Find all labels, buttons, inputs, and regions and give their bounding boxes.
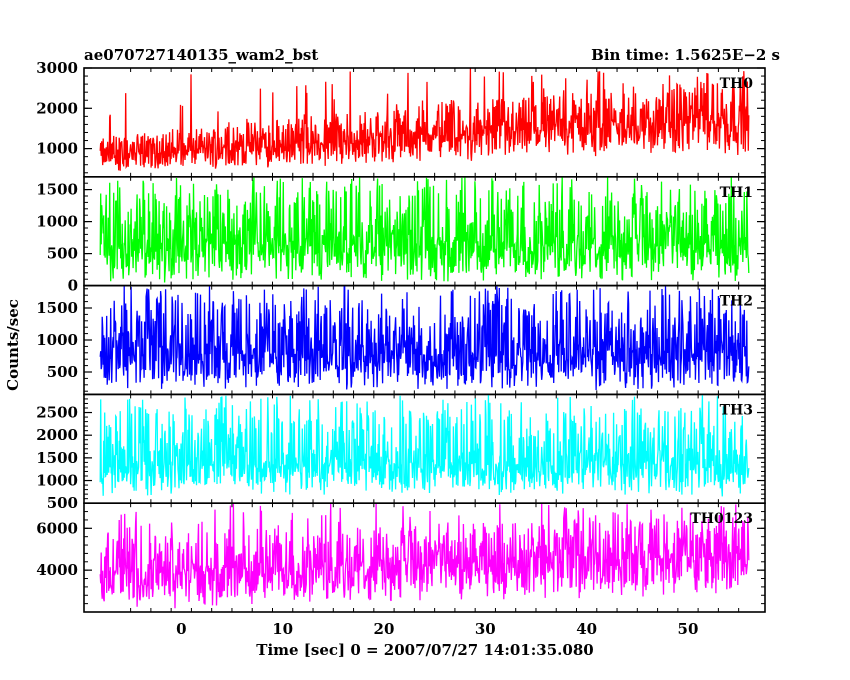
y-tick-label: 500 <box>47 363 78 381</box>
panel-th0: 1000 2000 3000 TH0 <box>36 59 766 178</box>
series-line-th1 <box>99 177 750 283</box>
panel-frame <box>83 502 766 613</box>
y-tick-label: 4000 <box>36 561 78 579</box>
series-line-th3 <box>99 394 750 497</box>
series-line-th0 <box>99 68 750 171</box>
x-tick-label: 40 <box>576 620 597 638</box>
panel-label-th1: TH1 <box>720 185 753 201</box>
y-tick-label: 2500 <box>36 404 78 422</box>
y-tick-label: 1500 <box>36 181 78 199</box>
x-axis-title: Time [sec] 0 = 2007/07/27 14:01:35.080 <box>256 641 593 659</box>
x-tick-label: 20 <box>374 620 395 638</box>
y-tick-label: 3000 <box>36 59 78 77</box>
series-line-th2 <box>99 285 750 391</box>
panel-label-th2: TH2 <box>720 294 753 310</box>
y-tick-label: 500 <box>47 494 78 512</box>
panel-label-th0123: TH0123 <box>690 511 753 527</box>
y-tick-label: 1500 <box>36 299 78 317</box>
y-tick-label: 1000 <box>36 472 78 490</box>
x-tick-label: 30 <box>475 620 496 638</box>
panel-th1: 0 500 1000 1500 TH1 <box>36 176 766 295</box>
y-axis-title: Counts/sec <box>4 299 22 391</box>
y-tick-label: 6000 <box>36 519 78 537</box>
x-tick-label: 10 <box>272 620 293 638</box>
y-tick-label: 1000 <box>36 140 78 158</box>
x-tick-label: 50 <box>678 620 699 638</box>
y-tick-label: 1000 <box>36 213 78 231</box>
y-tick-label: 500 <box>47 245 78 263</box>
x-tick-label: 0 <box>176 620 186 638</box>
y-tick-label: 0 <box>68 277 78 295</box>
y-tick-label: 1500 <box>36 449 78 467</box>
panel-th2: 500 1000 1500 TH2 <box>36 284 766 396</box>
y-tick-label: 2000 <box>36 426 78 444</box>
chart-title-left: ae070727140135_wam2_bst <box>84 46 318 64</box>
y-tick-label: 2000 <box>36 99 78 117</box>
panel-label-th3: TH3 <box>720 402 753 418</box>
panel-label-th0: TH0 <box>720 76 754 92</box>
y-tick-label: 1000 <box>36 331 78 349</box>
series-line-th0123 <box>99 503 750 609</box>
panel-th3: 500 1000 1500 2000 2500 TH3 <box>36 393 766 512</box>
chart-title-right: Bin time: 1.5625E−2 s <box>591 46 780 64</box>
panel-th0123: 4000 6000 TH0123 <box>36 502 766 613</box>
